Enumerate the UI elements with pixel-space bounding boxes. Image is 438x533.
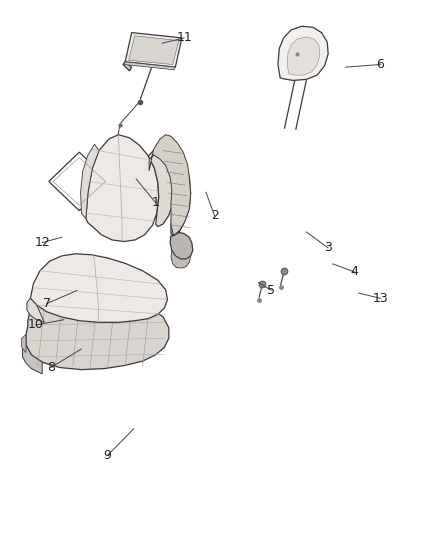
Polygon shape bbox=[125, 33, 182, 67]
Polygon shape bbox=[81, 144, 99, 219]
Text: 2: 2 bbox=[211, 209, 219, 222]
Polygon shape bbox=[287, 37, 320, 75]
Polygon shape bbox=[170, 232, 193, 259]
Polygon shape bbox=[155, 143, 191, 236]
Polygon shape bbox=[149, 135, 191, 236]
Text: 7: 7 bbox=[42, 297, 50, 310]
Text: 8: 8 bbox=[47, 361, 55, 374]
Polygon shape bbox=[148, 151, 173, 227]
Polygon shape bbox=[129, 36, 179, 64]
Text: 6: 6 bbox=[377, 58, 385, 71]
Polygon shape bbox=[278, 26, 328, 80]
Polygon shape bbox=[124, 62, 175, 70]
Text: 3: 3 bbox=[324, 241, 332, 254]
Text: 1: 1 bbox=[152, 196, 159, 209]
Text: 13: 13 bbox=[373, 292, 389, 305]
Polygon shape bbox=[30, 254, 167, 322]
Polygon shape bbox=[27, 298, 44, 322]
Text: 12: 12 bbox=[34, 236, 50, 249]
Text: 10: 10 bbox=[28, 319, 43, 332]
Text: 9: 9 bbox=[104, 449, 112, 462]
Polygon shape bbox=[22, 345, 42, 374]
Polygon shape bbox=[86, 135, 159, 241]
Text: 4: 4 bbox=[350, 265, 358, 278]
Text: 11: 11 bbox=[176, 31, 192, 44]
Polygon shape bbox=[171, 251, 191, 268]
Polygon shape bbox=[26, 285, 169, 369]
Polygon shape bbox=[21, 335, 26, 353]
Polygon shape bbox=[123, 62, 132, 71]
Text: 5: 5 bbox=[267, 284, 276, 297]
